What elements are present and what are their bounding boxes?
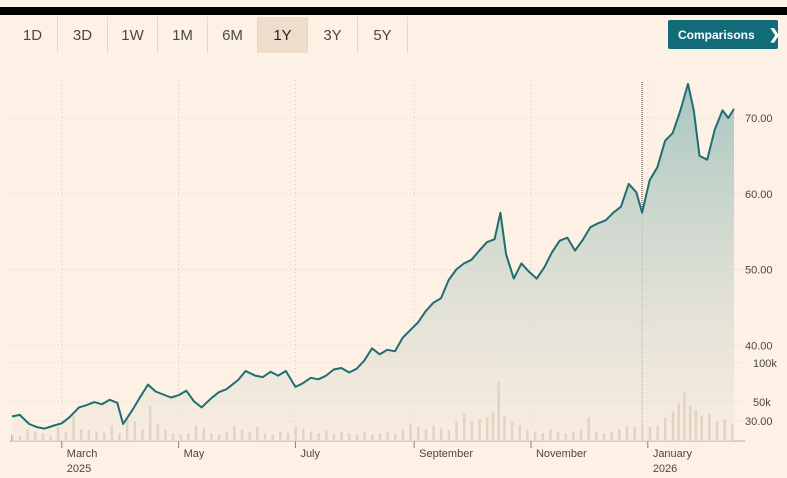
date-axis-labels: March 2025 May July September November January… [67, 448, 693, 475]
tab-6m[interactable]: 6M [208, 17, 258, 53]
date-tick-label: January [653, 448, 693, 460]
date-tick-label: March [67, 448, 98, 460]
tab-1d[interactable]: 1D [8, 17, 58, 53]
comparisons-button[interactable]: Comparisons ❯ [668, 20, 781, 49]
price-tick-label: 50.00 [745, 265, 773, 277]
tab-1w[interactable]: 1W [108, 17, 158, 53]
chevron-right-icon: ❯ [768, 26, 781, 42]
volume-tick-label: 100k [753, 358, 777, 370]
price-line [11, 82, 735, 430]
price-tick-label: 30.00 [745, 416, 773, 428]
comparisons-label: Comparisons [678, 27, 755, 42]
top-rule [0, 7, 787, 15]
tab-3y[interactable]: 3Y [308, 17, 358, 53]
date-tick-label: November [536, 448, 587, 460]
tab-1y[interactable]: 1Y [258, 17, 308, 53]
tab-3d[interactable]: 3D [58, 17, 108, 53]
price-tick-label: 60.00 [745, 189, 773, 201]
price-tick-label: 70.00 [745, 113, 773, 125]
date-tick-year: 2025 [67, 463, 91, 475]
price-axis-labels: 30.00 40.00 50.00 60.00 70.00 [745, 113, 773, 428]
volume-axis-labels: 50k 100k [753, 358, 777, 409]
tab-5y[interactable]: 5Y [358, 17, 408, 53]
volume-tick-label: 50k [753, 397, 771, 409]
tab-1m[interactable]: 1M [158, 17, 208, 53]
price-area [12, 83, 734, 442]
time-range-tabs: 1D 3D 1W 1M 6M 1Y 3Y 5Y [8, 17, 408, 53]
date-tick-label: May [184, 448, 205, 460]
price-tick-label: 40.00 [745, 340, 773, 352]
date-tick-label: July [300, 448, 320, 460]
date-tick-label: September [419, 448, 473, 460]
date-tick-year: 2026 [653, 463, 677, 475]
